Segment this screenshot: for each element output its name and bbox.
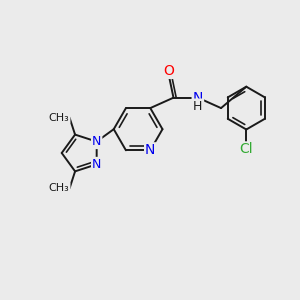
Text: N: N (92, 158, 101, 171)
Text: N: N (92, 135, 101, 148)
Text: CH₃: CH₃ (49, 183, 70, 193)
Text: O: O (164, 64, 175, 78)
Text: CH₃: CH₃ (49, 112, 70, 123)
Text: N: N (193, 91, 203, 105)
Text: H: H (193, 100, 203, 112)
Text: N: N (145, 143, 155, 157)
Text: Cl: Cl (239, 142, 253, 156)
